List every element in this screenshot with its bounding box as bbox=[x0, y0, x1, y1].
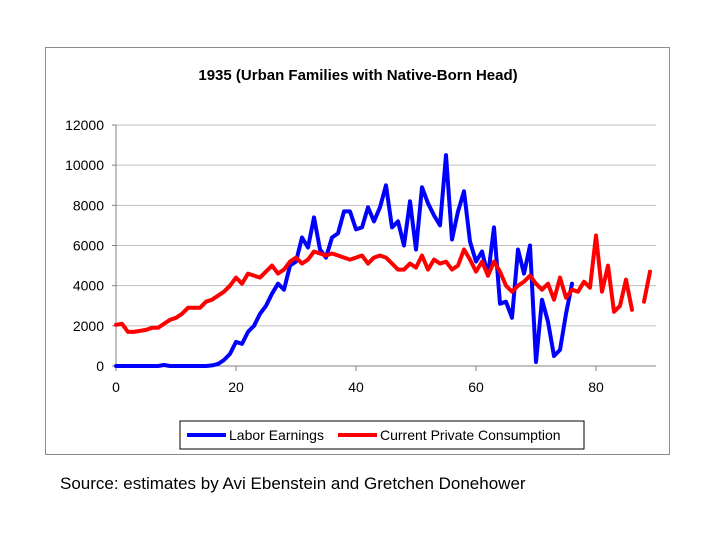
y-tick-label: 6000 bbox=[73, 238, 104, 254]
y-tick-label: 12000 bbox=[65, 117, 104, 133]
x-tick-label: 0 bbox=[112, 379, 120, 395]
x-tick-label: 20 bbox=[228, 379, 244, 395]
legend: Labor Earnings Current Private Consumpti… bbox=[179, 420, 585, 450]
y-tick-label: 2000 bbox=[73, 318, 104, 334]
axes bbox=[112, 124, 656, 371]
y-tick-label: 8000 bbox=[73, 197, 104, 213]
x-tick-label: 80 bbox=[588, 379, 604, 395]
tick-labels: 0 2000 4000 6000 8000 10000 12000 0 20 40 60 80 bbox=[65, 117, 604, 395]
y-tick-label: 0 bbox=[96, 358, 104, 374]
x-tick-label: 60 bbox=[468, 379, 484, 395]
x-tick-label: 40 bbox=[348, 379, 364, 395]
source-note: Source: estimates by Avi Ebenstein and G… bbox=[60, 474, 526, 493]
series-line-labor-earnings bbox=[114, 153, 574, 368]
y-tick-label: 4000 bbox=[73, 278, 104, 294]
legend-label-labor-earnings: Labor Earnings bbox=[229, 427, 324, 443]
series-line-current-private-consumption bbox=[114, 233, 652, 334]
chart-frame: 1935 (Urban Families with Native-Born He… bbox=[45, 47, 670, 455]
legend-box bbox=[179, 420, 585, 450]
series-lines bbox=[114, 153, 652, 368]
chart-title: 1935 (Urban Families with Native-Born He… bbox=[198, 67, 517, 84]
y-tick-label: 10000 bbox=[65, 157, 104, 173]
chart-svg: 1935 (Urban Families with Native-Born He… bbox=[65, 67, 656, 450]
gridlines bbox=[116, 124, 656, 327]
legend-label-current-private-consumption: Current Private Consumption bbox=[380, 427, 561, 443]
